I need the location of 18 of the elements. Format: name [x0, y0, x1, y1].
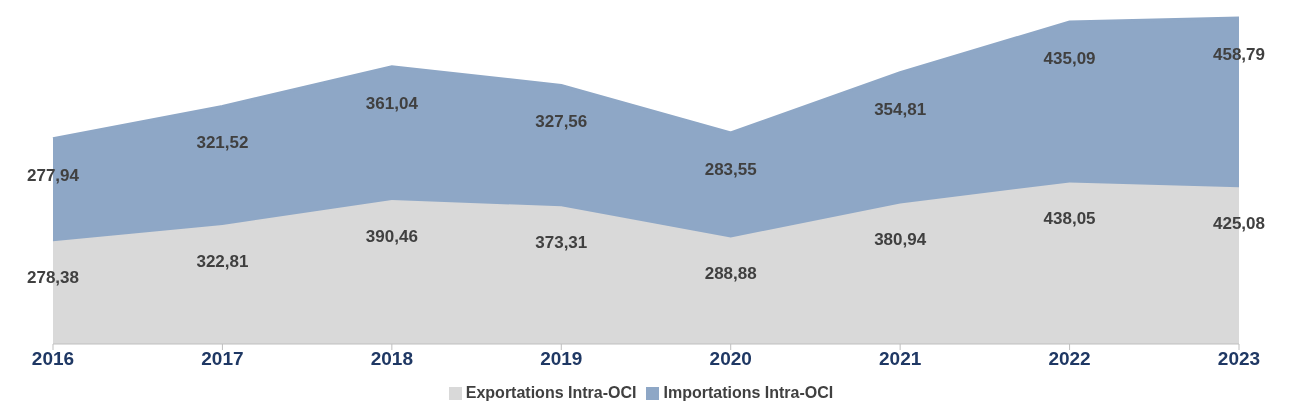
x-tick-label: 2019 — [540, 348, 583, 370]
data-label: 458,79 — [1213, 45, 1265, 64]
data-label: 321,52 — [196, 133, 249, 153]
data-label: 327,56 — [535, 112, 588, 132]
data-label: 354,81 — [874, 99, 927, 119]
x-tick-label: 2023 — [1217, 348, 1261, 370]
x-tick-label: 2021 — [879, 348, 922, 370]
legend-label: Importations Intra-OCI — [663, 384, 834, 401]
x-tick-label: 2016 — [31, 348, 75, 370]
legend-label: Exportations Intra-OCI — [465, 384, 637, 401]
x-tick-label: 2020 — [709, 348, 752, 370]
data-label: 435,09 — [1043, 48, 1096, 68]
x-tick-label: 2018 — [370, 348, 413, 370]
x-tick-label: 2022 — [1048, 348, 1091, 370]
data-label: 277,94 — [27, 165, 80, 185]
x-tick-label: 2017 — [201, 348, 244, 370]
data-label: 283,55 — [704, 159, 757, 179]
data-label: 361,04 — [365, 93, 419, 113]
